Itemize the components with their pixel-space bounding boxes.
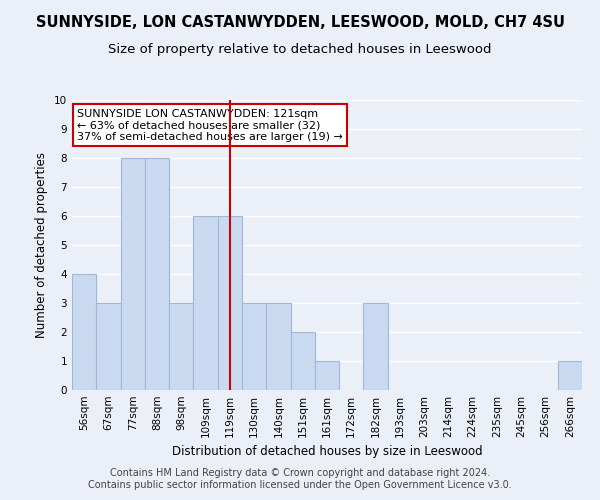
Text: Contains HM Land Registry data © Crown copyright and database right 2024.
Contai: Contains HM Land Registry data © Crown c… — [88, 468, 512, 490]
Text: SUNNYSIDE, LON CASTANWYDDEN, LEESWOOD, MOLD, CH7 4SU: SUNNYSIDE, LON CASTANWYDDEN, LEESWOOD, M… — [35, 15, 565, 30]
Text: SUNNYSIDE LON CASTANWYDDEN: 121sqm
← 63% of detached houses are smaller (32)
37%: SUNNYSIDE LON CASTANWYDDEN: 121sqm ← 63%… — [77, 108, 343, 142]
Bar — [96, 303, 121, 390]
X-axis label: Distribution of detached houses by size in Leeswood: Distribution of detached houses by size … — [172, 446, 482, 458]
Bar — [242, 303, 266, 390]
Y-axis label: Number of detached properties: Number of detached properties — [35, 152, 49, 338]
Text: Size of property relative to detached houses in Leeswood: Size of property relative to detached ho… — [108, 42, 492, 56]
Bar — [72, 274, 96, 390]
Bar — [145, 158, 169, 390]
Bar — [121, 158, 145, 390]
Bar — [266, 303, 290, 390]
Bar — [218, 216, 242, 390]
Bar — [364, 303, 388, 390]
Bar — [315, 361, 339, 390]
Bar — [193, 216, 218, 390]
Bar — [290, 332, 315, 390]
Bar — [558, 361, 582, 390]
Bar — [169, 303, 193, 390]
